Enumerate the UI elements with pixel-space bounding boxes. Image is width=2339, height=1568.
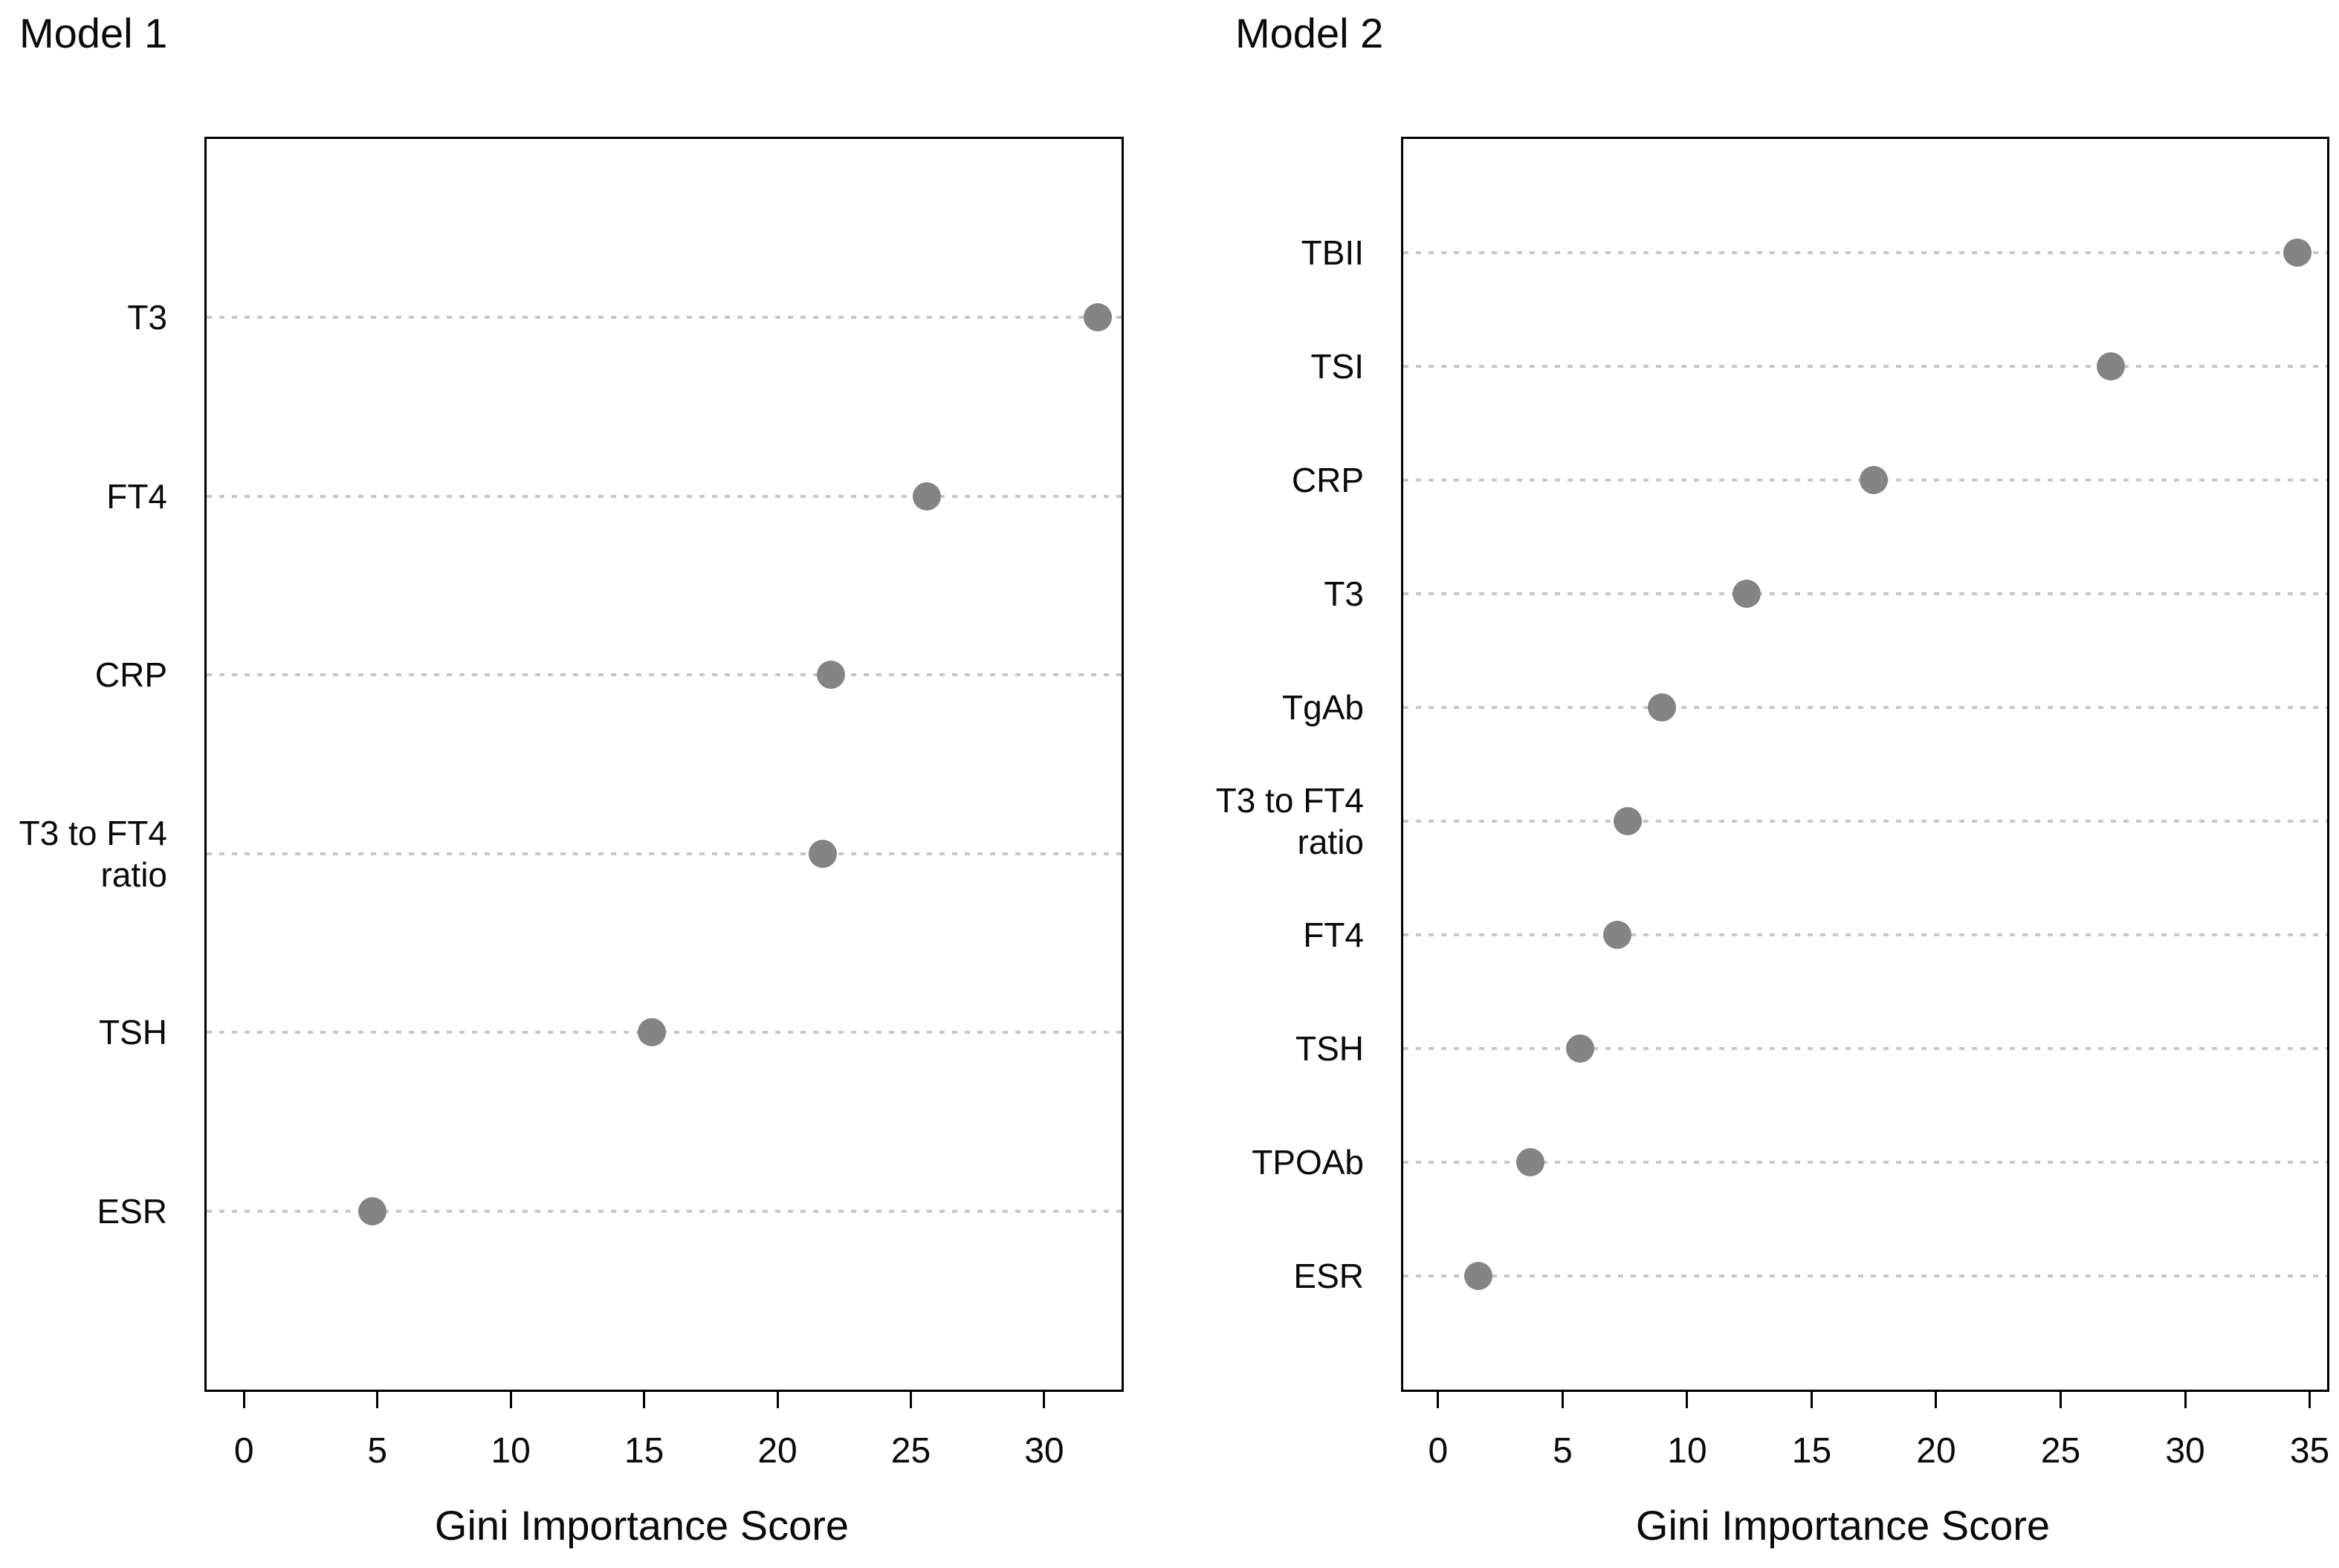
x-axis-tick-label: 25 xyxy=(890,1431,931,1471)
x-axis-tick-label: 25 xyxy=(2040,1431,2081,1471)
panel-title: Model 1 xyxy=(19,10,168,56)
x-axis-tick-label: 10 xyxy=(491,1431,531,1471)
x-axis-tick-label: 30 xyxy=(1024,1431,1064,1471)
x-axis-tick xyxy=(2309,1392,2311,1408)
data-point xyxy=(913,482,941,511)
y-axis-label: T3 to FT4 ratio xyxy=(19,813,167,894)
plot-area xyxy=(204,137,1124,1392)
x-axis-tick xyxy=(1935,1392,1938,1408)
x-axis-title: Gini Importance Score xyxy=(434,1502,850,1549)
gridline xyxy=(207,1209,1122,1213)
gridline xyxy=(1403,820,2327,823)
x-axis-tick xyxy=(643,1392,646,1408)
x-axis-tick-label: 10 xyxy=(1667,1431,1707,1471)
gridline xyxy=(1403,706,2327,709)
plot-area xyxy=(1401,137,2329,1392)
x-axis-tick xyxy=(376,1392,379,1408)
x-axis-tick xyxy=(1043,1392,1046,1408)
data-point xyxy=(638,1018,667,1047)
x-axis-tick-label: 20 xyxy=(757,1431,798,1471)
gridline xyxy=(207,316,1122,320)
data-point xyxy=(1733,580,1761,608)
y-axis-label: TPOAb xyxy=(1252,1143,1364,1182)
x-axis-tick-label: 30 xyxy=(2165,1431,2205,1471)
x-axis-tick xyxy=(2184,1392,2187,1408)
x-axis-tick-label: 0 xyxy=(1428,1431,1449,1471)
gridline xyxy=(1403,592,2327,595)
data-point xyxy=(1083,303,1112,332)
gridline xyxy=(1403,365,2327,368)
x-axis-tick xyxy=(1437,1392,1440,1408)
gridline xyxy=(1403,1274,2327,1277)
y-axis-label: T3 xyxy=(1324,574,1364,613)
y-axis-label: FT4 xyxy=(1303,916,1364,954)
x-axis-tick-label: 15 xyxy=(1791,1431,1832,1471)
x-axis-tick-label: 15 xyxy=(624,1431,664,1471)
data-point xyxy=(816,661,845,690)
x-axis-tick xyxy=(1686,1392,1689,1408)
x-axis-tick-label: 5 xyxy=(1553,1431,1573,1471)
gridline xyxy=(1403,1047,2327,1050)
y-axis-label: T3 to FT4 ratio xyxy=(1215,781,1364,861)
y-axis-label: ESR xyxy=(97,1191,167,1231)
gridline xyxy=(1403,251,2327,254)
y-axis-label: TgAb xyxy=(1282,688,1364,727)
panel-title: Model 2 xyxy=(1235,10,1384,56)
x-axis-tick xyxy=(1810,1392,1813,1408)
y-axis-label: CRP xyxy=(1291,461,1364,499)
gridline xyxy=(1403,933,2327,936)
y-axis-label: ESR xyxy=(1293,1257,1364,1295)
gridline xyxy=(1403,1161,2327,1164)
y-axis-label: CRP xyxy=(94,655,167,695)
y-axis-label: FT4 xyxy=(106,476,167,516)
x-axis-tick xyxy=(242,1392,245,1408)
x-axis-tick xyxy=(1561,1392,1564,1408)
data-point xyxy=(1603,921,1632,949)
y-axis-label: T3 xyxy=(127,298,167,337)
data-point xyxy=(1565,1034,1594,1063)
x-axis-title: Gini Importance Score xyxy=(1635,1502,2051,1549)
x-axis-tick-label: 5 xyxy=(367,1431,388,1471)
y-axis-label: TSI xyxy=(1310,347,1364,386)
data-point xyxy=(358,1196,386,1225)
data-point xyxy=(809,839,838,868)
data-point xyxy=(2096,352,2125,380)
gridline xyxy=(207,852,1122,855)
data-point xyxy=(1648,693,1677,722)
y-axis-label: TBII xyxy=(1301,233,1364,272)
data-point xyxy=(2283,239,2311,267)
data-point xyxy=(1613,807,1642,835)
gridline xyxy=(207,673,1122,677)
data-point xyxy=(1515,1148,1544,1176)
x-axis-tick xyxy=(509,1392,512,1408)
x-axis-tick xyxy=(776,1392,779,1408)
gridline xyxy=(207,494,1122,498)
x-axis-tick xyxy=(909,1392,912,1408)
x-axis-tick xyxy=(2060,1392,2062,1408)
x-axis-tick-label: 35 xyxy=(2289,1431,2330,1471)
y-axis-label: TSH xyxy=(99,1013,167,1052)
data-point xyxy=(1860,466,1889,494)
x-axis-tick-label: 20 xyxy=(1916,1431,1956,1471)
x-axis-tick-label: 0 xyxy=(233,1431,254,1471)
y-axis-label: TSH xyxy=(1295,1029,1364,1068)
data-point xyxy=(1463,1262,1492,1290)
